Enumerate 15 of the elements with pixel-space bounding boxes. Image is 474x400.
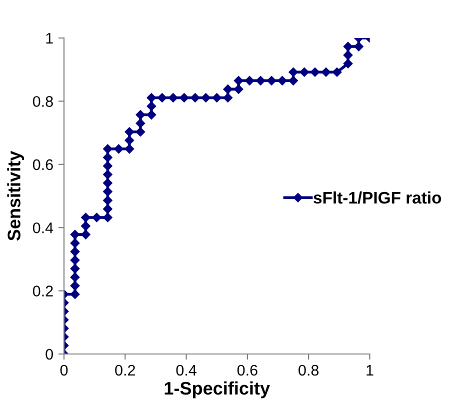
x-tick-label: 1 [366,364,374,376]
x-tick-label: 0.8 [298,364,319,376]
y-tick-label: 1 [46,33,53,44]
x-tick-label: 0 [60,364,68,376]
x-tick-label: 0.4 [176,364,196,376]
x-tick-label: 0.6 [237,364,258,376]
legend-label: sFlt-1/PIGF ratio [314,191,442,204]
x-tick-label: 0.2 [115,364,135,376]
y-tick-label: 0.4 [32,222,54,234]
y-tick-label: 0 [46,348,53,360]
x-axis-title: 1-Specificity [164,381,270,398]
y-tick-label: 0.6 [32,159,53,170]
y-tick-label: 0.2 [32,286,53,296]
y-axis-title: Sensitivity [7,150,24,241]
y-tick-label: 0.8 [32,96,53,107]
